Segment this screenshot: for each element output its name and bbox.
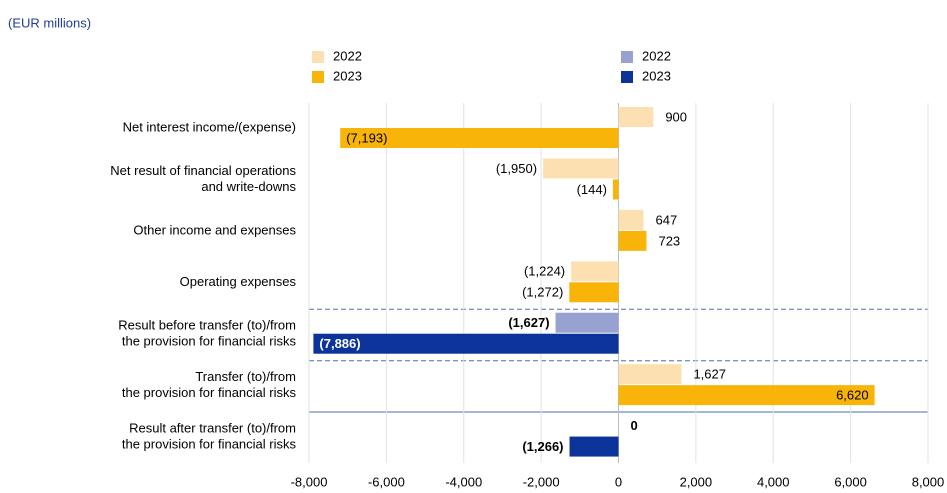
value-label: (1,266) — [522, 439, 563, 454]
legend-label: 2022 — [642, 48, 671, 63]
legend-swatch — [312, 71, 324, 83]
value-label: (7,193) — [346, 130, 387, 145]
value-label: (7,886) — [319, 336, 360, 351]
chart-subtitle: (EUR millions) — [8, 15, 91, 30]
category-label: Other income and expenses — [133, 223, 296, 238]
category-label: Net interest income/(expense) — [123, 120, 296, 135]
value-label: (1,272) — [522, 285, 563, 300]
bar — [569, 282, 619, 303]
category-label: Result after transfer (to)/from the provi… — [122, 421, 297, 452]
bar — [543, 158, 619, 179]
x-tick-label: -6,000 — [368, 474, 405, 489]
bar — [571, 261, 619, 282]
bar — [340, 128, 619, 148]
legend-label: 2023 — [333, 68, 362, 83]
value-label: (144) — [577, 182, 607, 197]
bar — [612, 179, 619, 200]
value-label: 723 — [658, 233, 680, 248]
bar — [618, 230, 647, 251]
value-label: 900 — [665, 109, 687, 124]
x-tick-label: -2,000 — [523, 474, 560, 489]
value-label: 1,627 — [693, 367, 726, 382]
bar — [618, 385, 875, 406]
bar — [569, 436, 619, 457]
category-label: Transfer (to)/from the provision for fina… — [122, 369, 297, 400]
bar — [313, 333, 619, 354]
category-label: Result before transfer (to)/from the prov… — [118, 318, 296, 349]
bar — [618, 209, 644, 230]
legend-swatch — [312, 51, 324, 63]
x-tick-label: 2,000 — [680, 474, 713, 489]
x-tick-label: 4,000 — [757, 474, 790, 489]
category-label: Net result of financial operations and wr… — [110, 164, 296, 195]
bar — [618, 107, 654, 127]
x-tick-label: 8,000 — [912, 474, 945, 489]
value-label: 6,620 — [836, 388, 869, 403]
x-tick-label: -8,000 — [291, 474, 328, 489]
legend-swatch — [621, 51, 633, 63]
bar — [618, 364, 682, 385]
category-label: Operating expenses — [180, 274, 297, 289]
value-label: (1,224) — [524, 264, 565, 279]
value-label: 647 — [656, 212, 678, 227]
x-tick-label: 0 — [615, 474, 622, 489]
x-tick-label: -4,000 — [445, 474, 482, 489]
bar — [555, 312, 619, 333]
x-tick-label: 6,000 — [834, 474, 867, 489]
legend-label: 2023 — [642, 68, 671, 83]
value-label: (1,627) — [508, 315, 549, 330]
value-label: 0 — [631, 418, 638, 433]
value-label: (1,950) — [496, 161, 537, 176]
legend-swatch — [621, 71, 633, 83]
legend-label: 2022 — [333, 48, 362, 63]
